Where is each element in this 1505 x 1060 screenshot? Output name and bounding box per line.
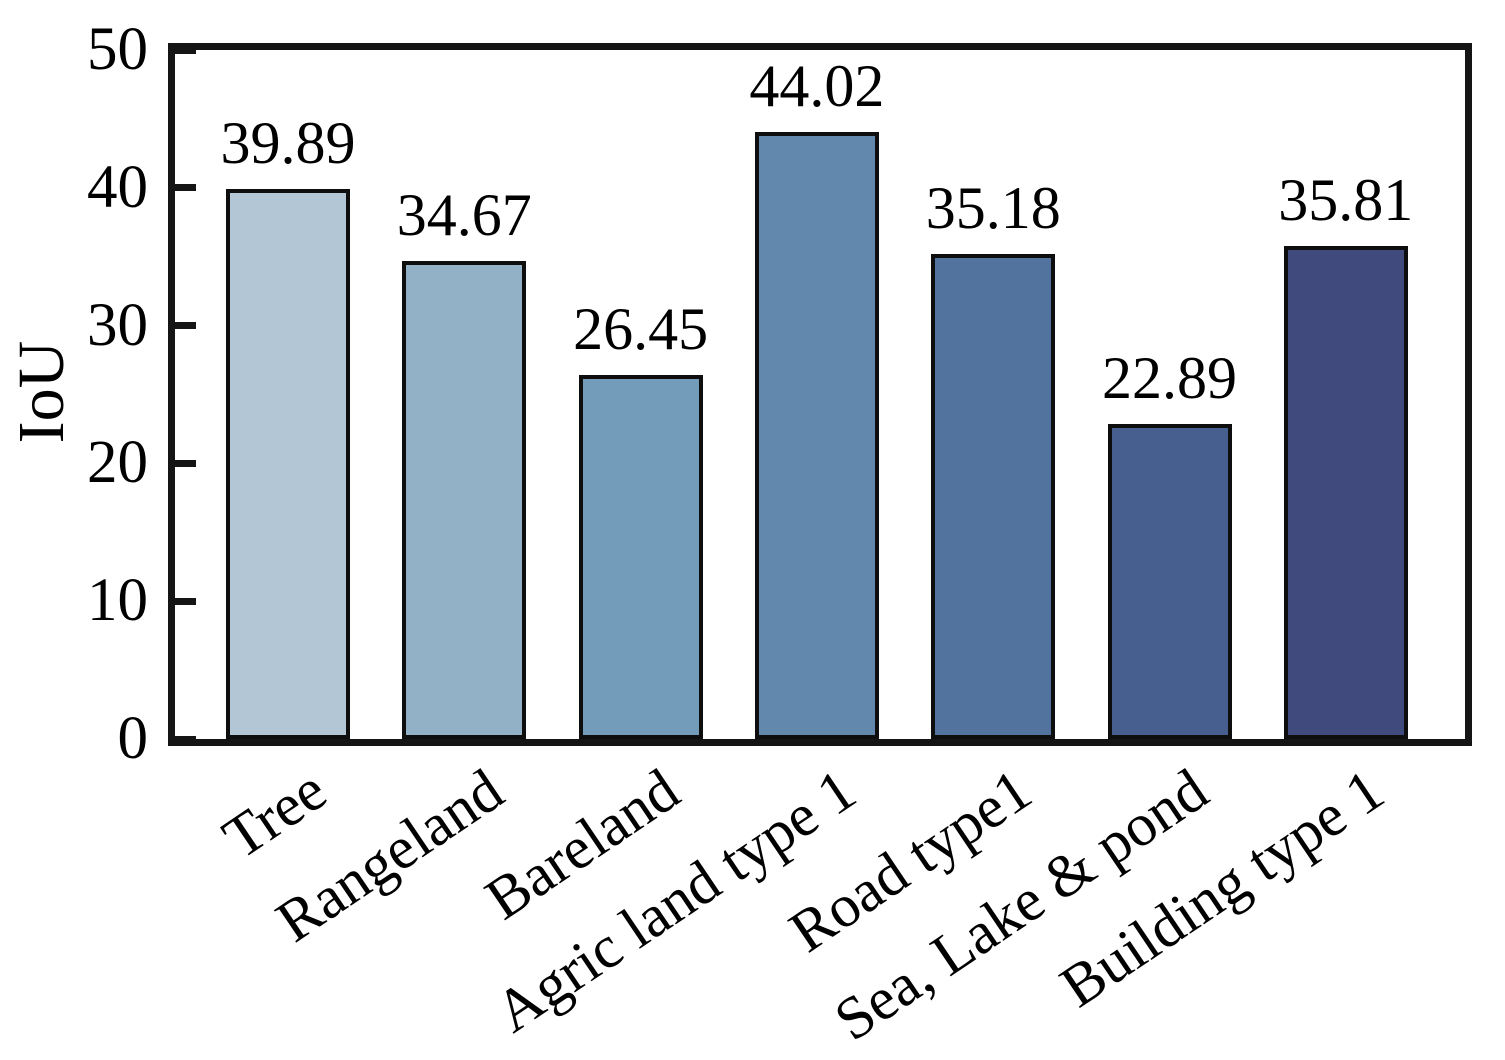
y-tick-label: 30 xyxy=(87,291,148,359)
y-tick-mark xyxy=(175,459,196,467)
axes-frame xyxy=(168,43,1472,746)
bar-value-label: 44.02 xyxy=(749,53,885,120)
y-tick-mark xyxy=(175,184,196,192)
y-tick-label: 50 xyxy=(87,16,148,83)
bar-value-label: 39.89 xyxy=(220,110,356,177)
bar-tree xyxy=(226,189,350,739)
y-tick-label: 10 xyxy=(87,567,148,635)
bar-road-type1 xyxy=(931,254,1056,739)
bar-agric-land-type-1 xyxy=(754,132,879,739)
x-tick-label-tree: Tree xyxy=(211,756,338,872)
bar-value-label: 22.89 xyxy=(1102,344,1237,411)
bar-value-label: 34.67 xyxy=(396,182,532,249)
y-tick-mark xyxy=(175,735,196,743)
y-tick-label: 40 xyxy=(87,153,148,221)
bar-bareland xyxy=(578,374,703,739)
bar-building-type-1 xyxy=(1283,245,1408,739)
y-tick-mark xyxy=(175,322,196,330)
bar-sea-lake-pond xyxy=(1107,423,1232,739)
plot-area xyxy=(175,46,1465,743)
bar-value-label: 35.81 xyxy=(1278,166,1414,233)
y-tick-mark xyxy=(175,597,196,605)
y-tick-label: 20 xyxy=(87,429,148,497)
y-tick-label: 0 xyxy=(117,705,149,772)
bar-value-label: 26.45 xyxy=(573,295,709,362)
bar-rangeland xyxy=(402,261,527,739)
bar-value-label: 35.18 xyxy=(925,175,1061,242)
y-tick-mark xyxy=(175,46,196,54)
